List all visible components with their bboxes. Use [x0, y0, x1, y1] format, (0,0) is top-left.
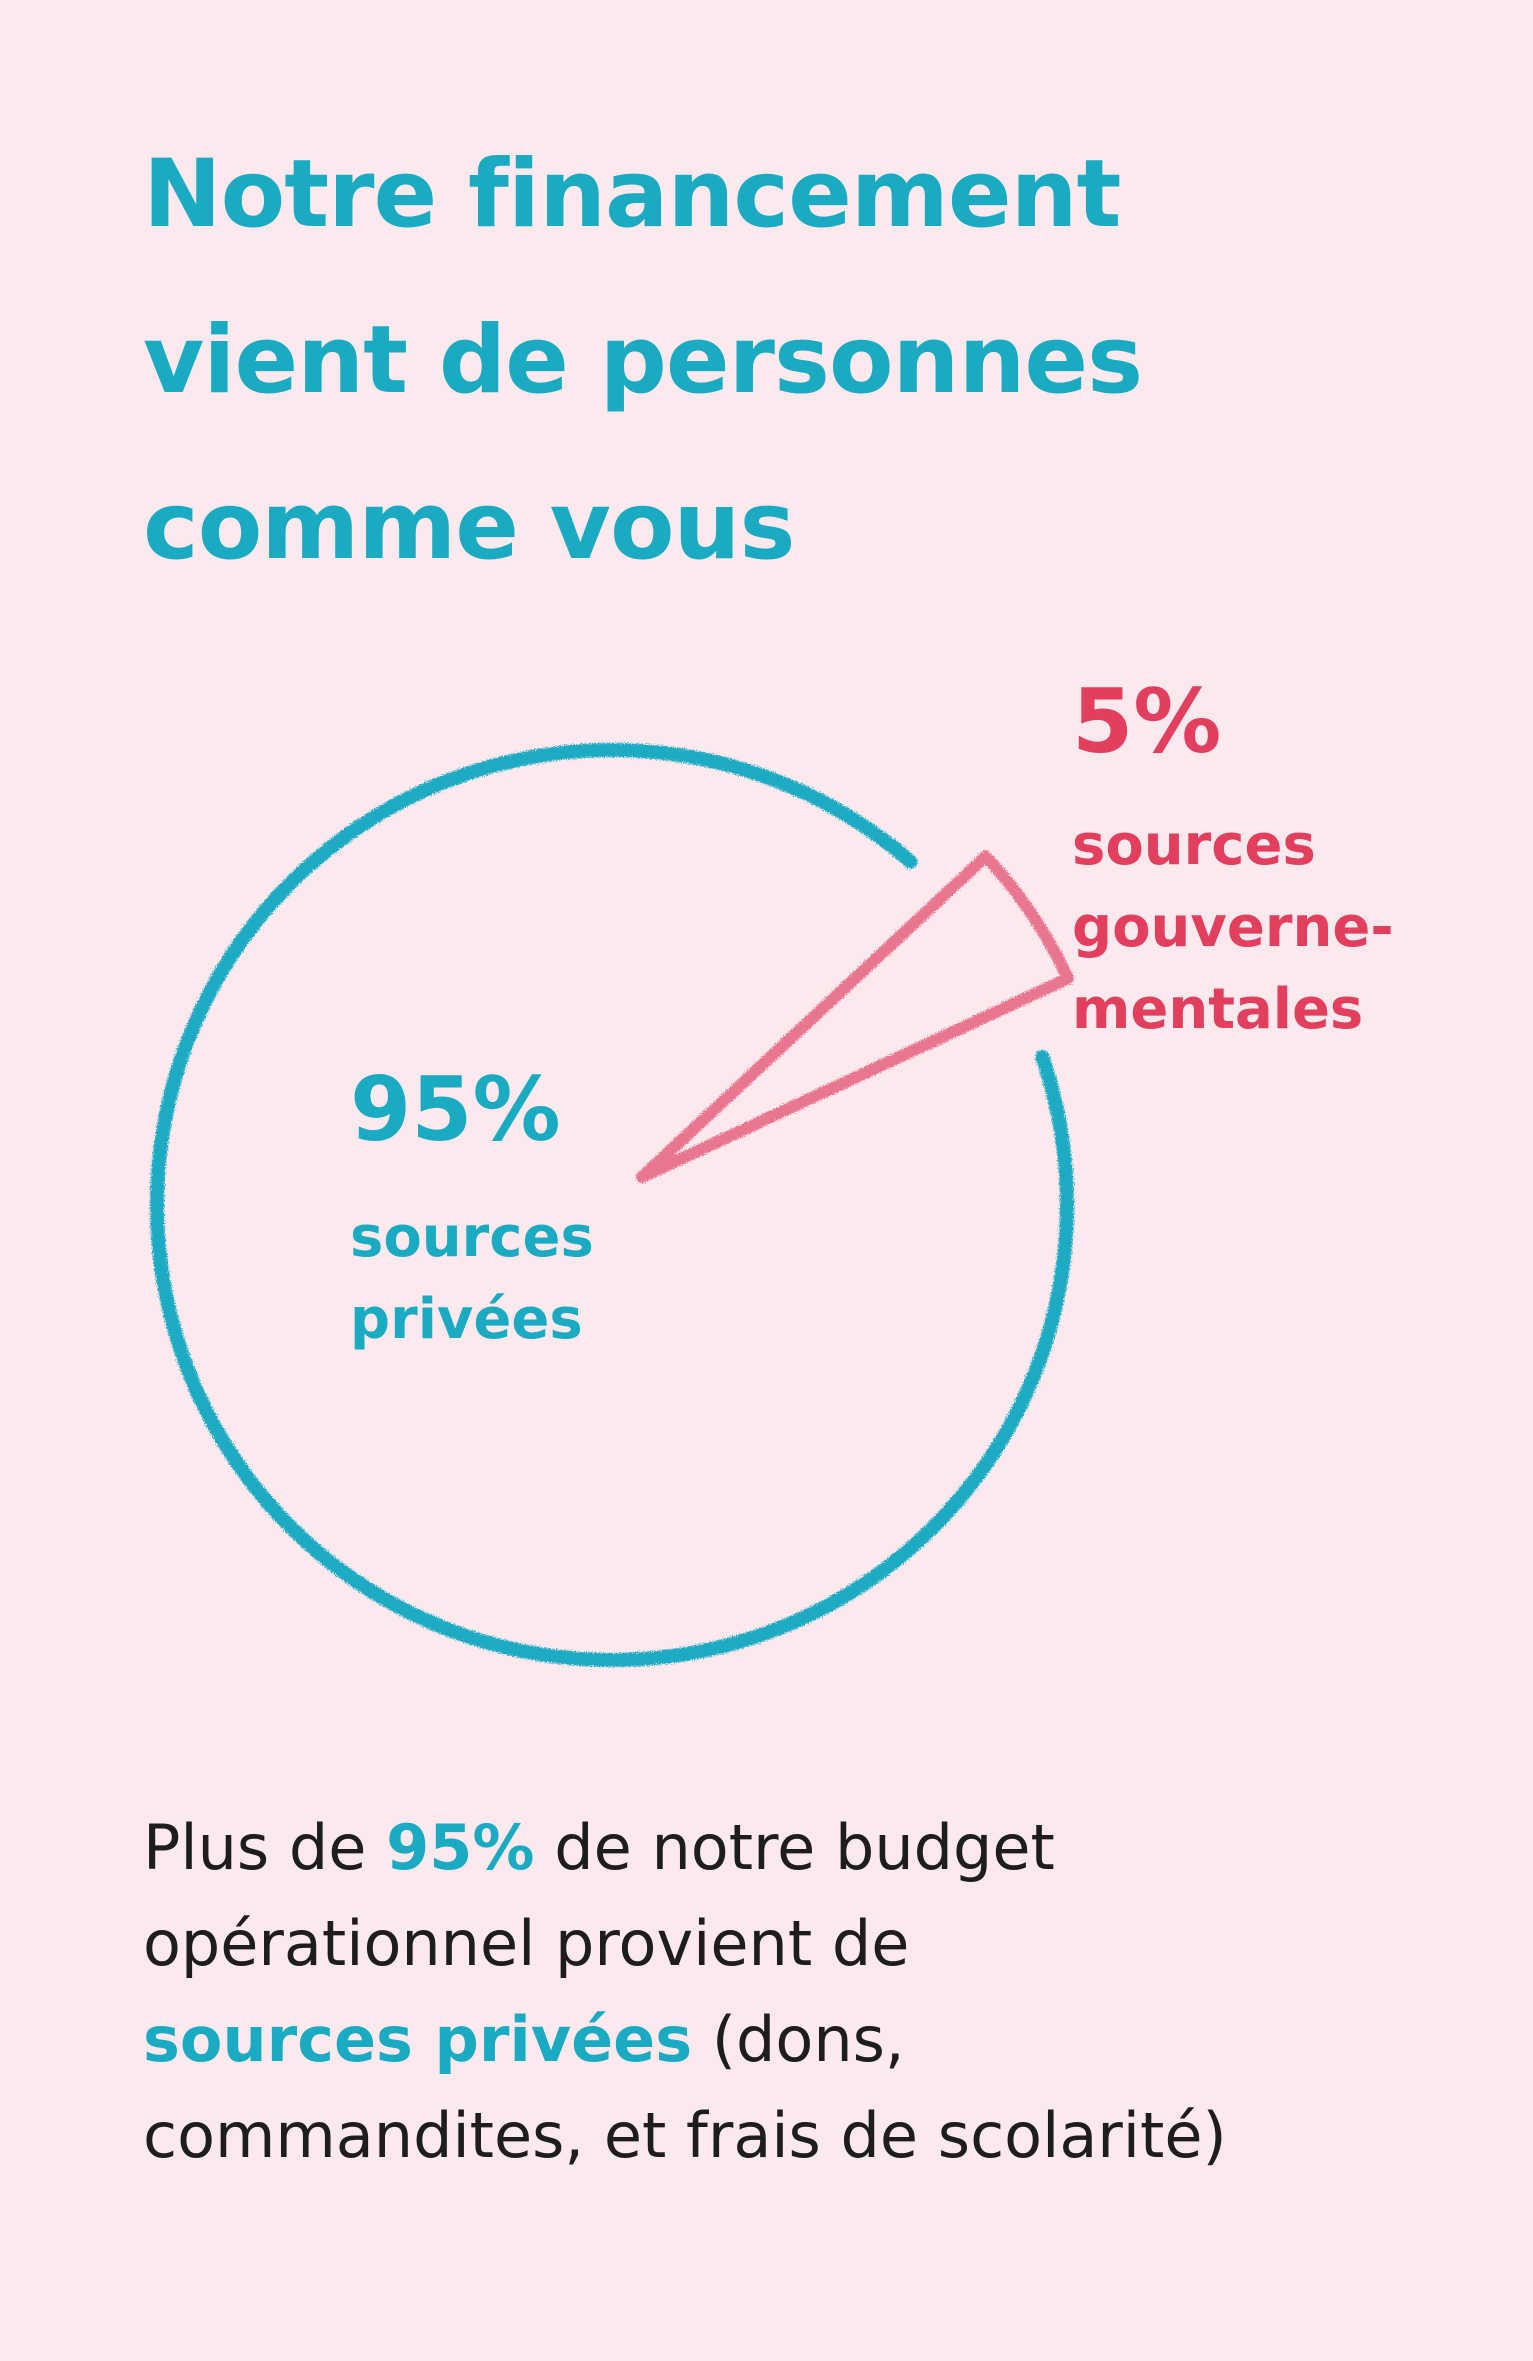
- summary-text-plus-de: Plus de: [143, 1811, 387, 1884]
- title-line-1: Notre financement: [143, 140, 1121, 249]
- government-text-line-3: mentales: [1072, 977, 1363, 1042]
- private-percent-label: 95%: [350, 1058, 561, 1161]
- government-percent-label: 5%: [1072, 670, 1221, 773]
- private-text-line-1: sources: [350, 1205, 594, 1270]
- summary-line-2: opérationnel provient de: [143, 1907, 910, 1980]
- summary-highlight-percent: 95%: [386, 1811, 535, 1884]
- summary-line-3: sources privées (dons,: [143, 1992, 1443, 2088]
- page-title: Notre financement vient de personnes com…: [143, 112, 1443, 610]
- slice-government-sources: [636, 850, 1074, 1183]
- private-text-line-2: privées: [350, 1287, 583, 1352]
- slice-private-sources: [150, 743, 1074, 1667]
- summary-paragraph: Plus de 95% de notre budget opérationnel…: [143, 1800, 1443, 2184]
- summary-highlight-private: sources privées: [143, 2003, 693, 2076]
- title-line-3: comme vous: [143, 472, 795, 581]
- summary-text-budget: de notre budget: [534, 1811, 1055, 1884]
- government-text-line-1: sources: [1072, 813, 1316, 878]
- summary-text-dons: (dons,: [692, 2003, 905, 2076]
- government-text-line-2: gouverne-: [1072, 895, 1394, 960]
- summary-line-4: commandites, et frais de scolarité): [143, 2099, 1227, 2172]
- summary-line-1: Plus de 95% de notre budget: [143, 1800, 1443, 1896]
- title-line-2: vient de personnes: [143, 306, 1143, 415]
